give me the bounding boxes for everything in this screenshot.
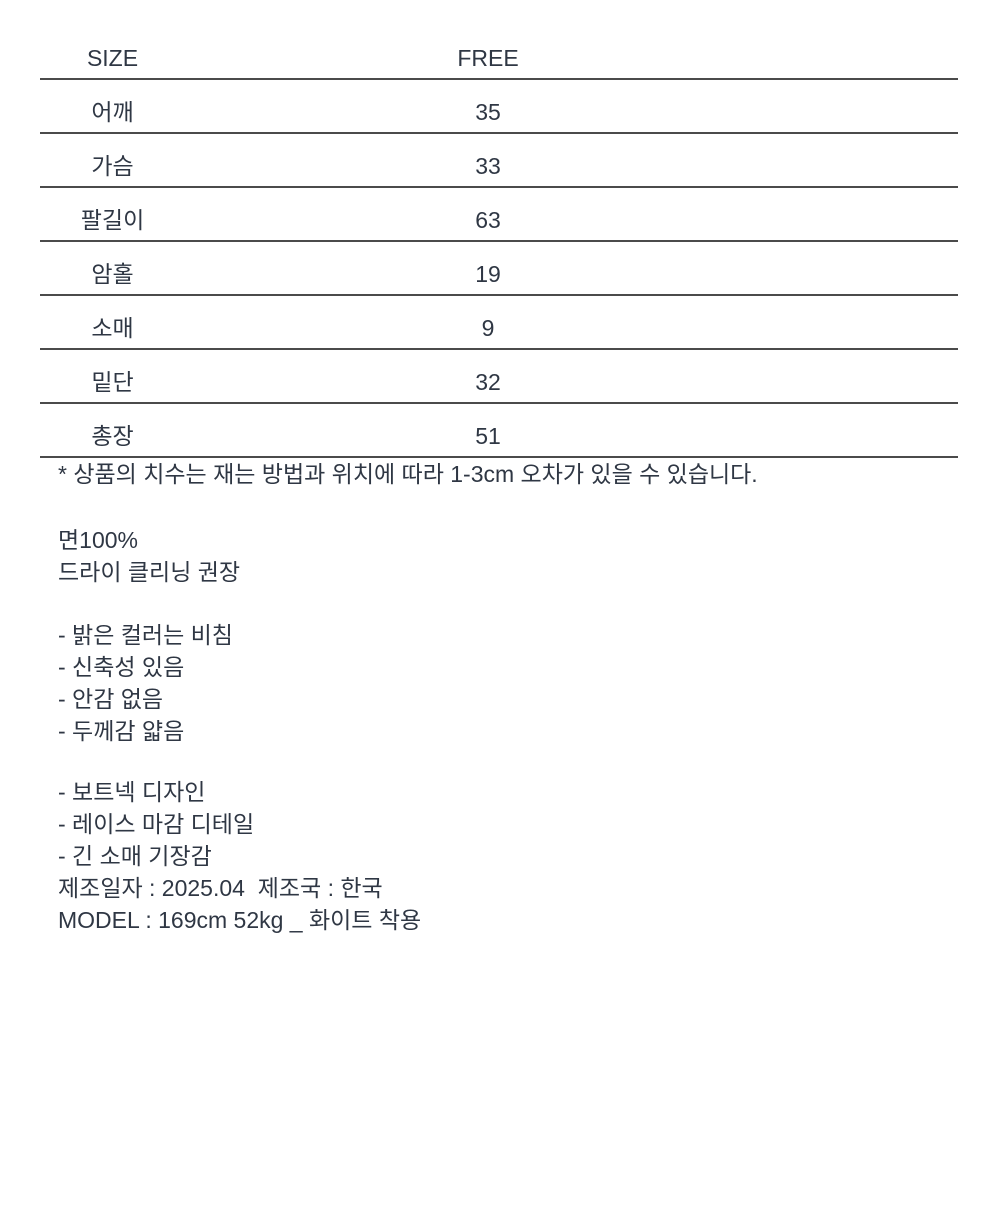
fabric-care-block: 면100% 드라이 클리닝 권장 (58, 524, 1000, 588)
note-line: 면100% (58, 527, 138, 553)
size-row-label: 암홀 (91, 261, 134, 287)
note-line: - 두께감 얇음 (58, 718, 185, 744)
size-row-value: 63 (475, 207, 501, 233)
size-table-header-row: SIZE FREE (40, 26, 958, 80)
table-row: 총장 51 (40, 404, 958, 458)
note-line: - 밝은 컬러는 비침 (58, 622, 233, 648)
size-row-value: 51 (475, 423, 501, 449)
size-row-label: 밑단 (91, 369, 134, 395)
note-line: - 신축성 있음 (58, 654, 185, 680)
size-row-label: 어깨 (91, 99, 134, 125)
size-table: SIZE FREE 어깨 35 가슴 33 팔길이 63 암홀 19 소매 9 … (40, 26, 958, 458)
size-row-label: 가슴 (91, 153, 134, 179)
model-info: MODEL : 169cm 52kg _ 화이트 착용 (58, 907, 422, 933)
fabric-properties-block: - 밝은 컬러는 비침 - 신축성 있음 - 안감 없음 - 두께감 얇음 (58, 619, 1000, 747)
size-row-label: 소매 (91, 315, 134, 341)
size-row-value: 33 (475, 153, 501, 179)
size-table-header-value: FREE (457, 45, 519, 71)
manufacture-info: 제조일자 : 2025.04 제조국 : 한국 (58, 875, 383, 901)
note-line: - 보트넥 디자인 (58, 779, 206, 805)
product-notes: * 상품의 치수는 재는 방법과 위치에 따라 1-3cm 오차가 있을 수 있… (0, 458, 1000, 936)
size-row-value: 32 (475, 369, 501, 395)
table-row: 밑단 32 (40, 350, 958, 404)
table-row: 팔길이 63 (40, 188, 958, 242)
size-row-value: 35 (475, 99, 501, 125)
size-table-body: 어깨 35 가슴 33 팔길이 63 암홀 19 소매 9 밑단 32 총장 5… (40, 80, 958, 458)
design-features-block: - 보트넥 디자인 - 레이스 마감 디테일 - 긴 소매 기장감 (58, 776, 1000, 872)
size-row-value: 9 (481, 315, 495, 341)
table-row: 암홀 19 (40, 242, 958, 296)
note-line: 드라이 클리닝 권장 (58, 559, 241, 585)
size-table-header-label: SIZE (86, 45, 139, 71)
size-row-value: 19 (475, 261, 501, 287)
size-row-label: 팔길이 (80, 207, 145, 233)
table-row: 가슴 33 (40, 134, 958, 188)
product-info-page: { "table": { "header": { "label": "SIZE"… (0, 26, 1000, 1226)
table-row: 소매 9 (40, 296, 958, 350)
table-row: 어깨 35 (40, 80, 958, 134)
note-line: - 안감 없음 (58, 686, 164, 712)
note-line: - 레이스 마감 디테일 (58, 811, 255, 837)
measurement-disclaimer: * 상품의 치수는 재는 방법과 위치에 따라 1-3cm 오차가 있을 수 있… (58, 461, 758, 487)
note-line: - 긴 소매 기장감 (58, 843, 212, 869)
size-row-label: 총장 (91, 423, 134, 449)
